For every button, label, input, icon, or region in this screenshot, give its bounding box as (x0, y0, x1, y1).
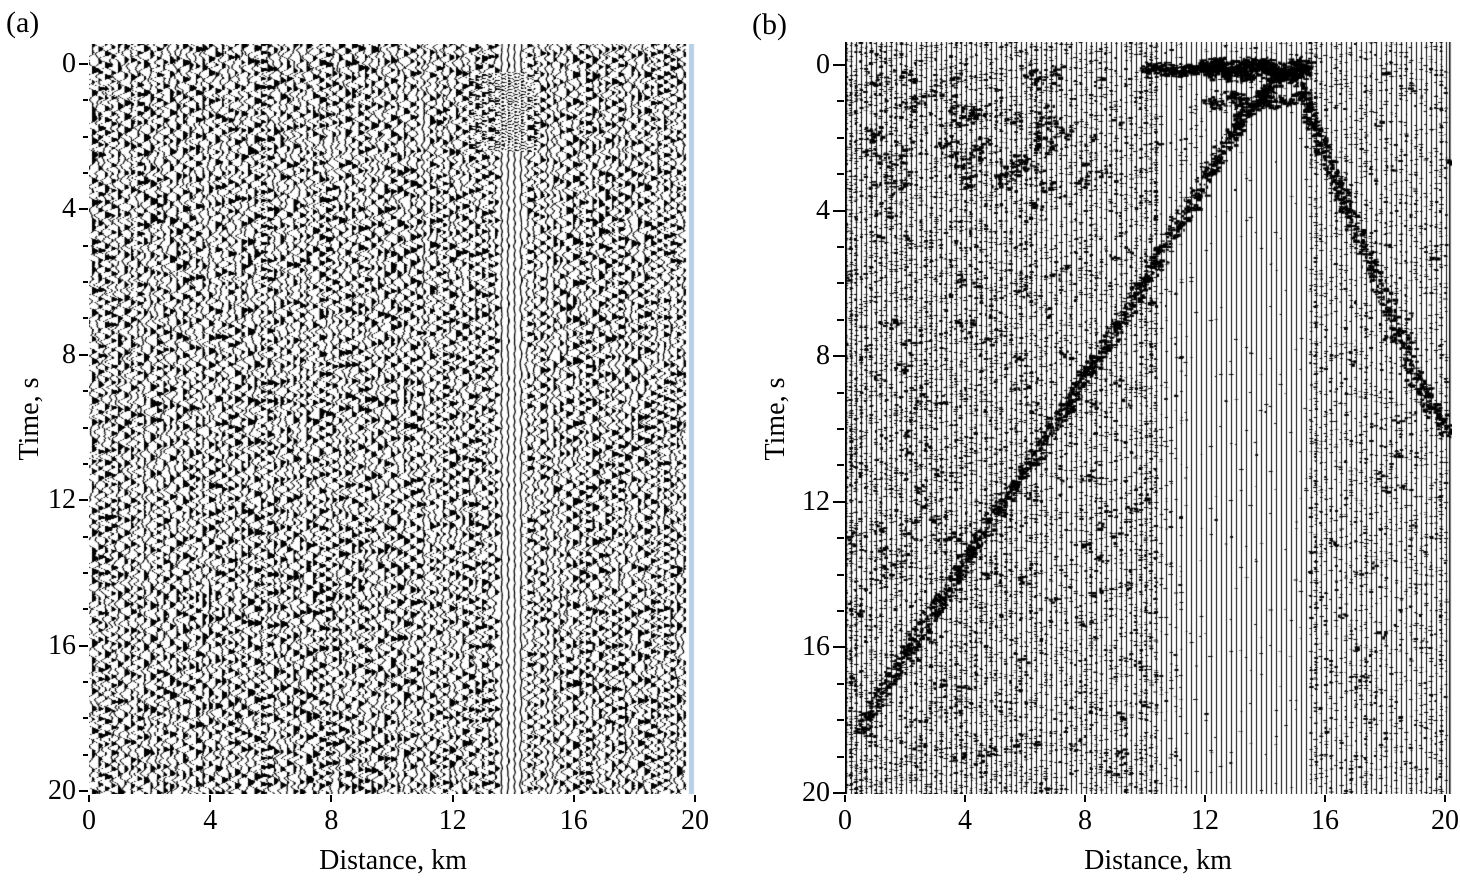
y-minor-tick (83, 317, 88, 320)
y-minor-tick (83, 680, 88, 683)
y-major-tick (833, 209, 845, 212)
y-tick-label: 8 (816, 340, 830, 372)
y-major-tick (79, 63, 88, 65)
x-tick-label: 12 (438, 805, 467, 836)
x-tick-label: 0 (82, 805, 96, 836)
y-major-tick (833, 355, 845, 358)
y-minor-tick (837, 318, 844, 321)
y-minor-tick (837, 391, 844, 394)
y-minor-tick (837, 173, 844, 176)
y-tick-label: 16 (48, 629, 76, 661)
x-tick-label: 12 (1191, 805, 1219, 836)
x-major-tick (1324, 795, 1326, 802)
y-tick-label: 12 (802, 485, 830, 517)
x-tick-label: 20 (681, 805, 709, 836)
y-minor-tick (837, 573, 844, 576)
y-minor-tick (837, 100, 844, 103)
x-tick-label: 20 (1431, 805, 1459, 836)
panel-b-label: (b) (752, 8, 787, 41)
y-axis-title-b: Time, s (760, 377, 791, 461)
x-major-tick (330, 795, 333, 802)
y-tick-label: 8 (62, 338, 76, 370)
y-major-tick (79, 208, 88, 211)
y-major-tick (833, 792, 845, 794)
y-minor-tick (837, 682, 844, 685)
seismic-section-a (89, 44, 695, 794)
y-major-tick (79, 644, 88, 647)
y-minor-tick (83, 535, 88, 538)
y-minor-tick (83, 426, 88, 429)
y-minor-tick (83, 281, 88, 284)
y-minor-tick (83, 608, 88, 611)
y-tick-label: 16 (802, 631, 830, 663)
y-tick-label: 4 (62, 193, 76, 225)
x-major-tick (844, 795, 846, 802)
y-minor-tick (837, 610, 844, 612)
y-tick-label: 20 (802, 777, 830, 808)
x-axis-title-b: Distance, km (1084, 845, 1232, 876)
y-minor-tick (83, 99, 88, 102)
y-minor-tick (83, 462, 88, 465)
y-minor-tick (837, 464, 844, 467)
y-minor-tick (83, 753, 88, 756)
y-major-tick (79, 790, 88, 792)
x-tick-label: 16 (1311, 805, 1339, 836)
y-minor-tick (837, 537, 844, 540)
y-major-tick (833, 500, 845, 503)
x-major-tick (209, 795, 212, 802)
x-major-tick (1084, 795, 1086, 802)
y-tick-label: 0 (816, 49, 830, 80)
y-minor-tick (837, 136, 844, 139)
y-tick-label: 0 (62, 48, 76, 79)
seismic-section-b (845, 42, 1452, 794)
x-tick-label: 8 (1078, 805, 1092, 836)
y-minor-tick (837, 428, 844, 430)
x-major-tick (964, 795, 966, 802)
y-minor-tick (83, 172, 88, 175)
y-minor-tick (837, 282, 844, 285)
y-minor-tick (83, 571, 88, 574)
y-minor-tick (83, 390, 88, 393)
x-tick-label: 16 (559, 805, 588, 836)
y-tick-label: 20 (48, 775, 76, 806)
y-minor-tick (837, 719, 844, 722)
y-minor-tick (83, 244, 88, 247)
y-minor-tick (83, 717, 88, 720)
y-minor-tick (837, 246, 844, 248)
y-major-tick (833, 64, 845, 66)
x-tick-label: 4 (203, 805, 218, 836)
x-major-tick (694, 795, 696, 802)
x-axis-title-a: Distance, km (319, 845, 467, 876)
y-tick-label: 12 (48, 484, 76, 516)
x-tick-label: 0 (838, 805, 852, 836)
panel-a-label: (a) (6, 6, 40, 39)
y-tick-label: 4 (816, 194, 830, 226)
y-major-tick (79, 353, 88, 356)
x-major-tick (572, 795, 575, 802)
x-major-tick (1444, 795, 1446, 802)
x-major-tick (1204, 795, 1206, 802)
y-major-tick (833, 646, 845, 649)
x-tick-label: 8 (324, 805, 339, 836)
x-major-tick (88, 795, 90, 802)
y-minor-tick (837, 755, 844, 758)
x-major-tick (451, 795, 454, 802)
x-tick-label: 4 (958, 805, 972, 836)
y-major-tick (79, 499, 88, 502)
y-minor-tick (83, 135, 88, 138)
y-axis-title-a: Time, s (14, 377, 45, 461)
